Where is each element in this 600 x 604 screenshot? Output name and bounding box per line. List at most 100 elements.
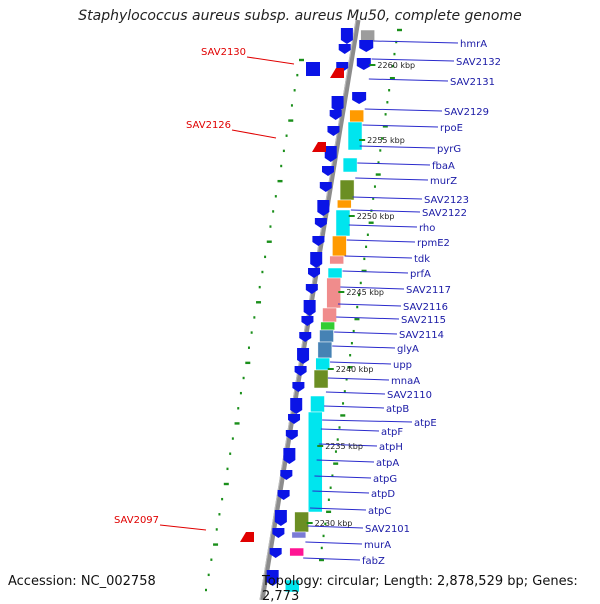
gene-label-line xyxy=(305,541,363,545)
gc-skew-tick xyxy=(384,113,387,116)
feature-layer xyxy=(205,19,402,600)
gene-arrow xyxy=(301,316,314,326)
gene-arrow xyxy=(317,200,330,216)
gc-skew-tick xyxy=(322,534,325,538)
gc-content-tick xyxy=(288,119,294,122)
gene-label: SAV2122 xyxy=(422,208,467,219)
gene-arrow xyxy=(312,236,325,246)
gene-label: rpoE xyxy=(440,123,463,134)
gc-content-tick xyxy=(266,240,272,243)
rna-label: SAV2126 xyxy=(186,120,231,131)
gc-content-tick xyxy=(258,285,261,289)
gc-skew-tick xyxy=(372,197,375,200)
gene-arrow xyxy=(321,166,334,176)
gc-skew-tick xyxy=(345,378,348,381)
gene-arrow xyxy=(352,92,367,104)
gc-skew-tick xyxy=(343,390,346,393)
gene-label-line xyxy=(368,78,449,82)
gene-label: atpD xyxy=(371,489,395,500)
gene-arrow xyxy=(280,470,293,480)
gene-label: SAV2115 xyxy=(401,315,446,326)
cog-gene-block xyxy=(310,395,325,413)
label-line-layer xyxy=(159,40,459,561)
gene-label: prfA xyxy=(410,269,431,280)
gc-skew-tick xyxy=(324,522,327,526)
cog-gene-block xyxy=(339,179,355,201)
gene-label: atpE xyxy=(414,418,437,429)
cog-gene-block xyxy=(342,157,358,173)
gc-skew-tick xyxy=(381,137,384,140)
gc-skew-tick xyxy=(356,305,359,309)
gene-label-line xyxy=(327,377,390,381)
gene-arrow xyxy=(266,570,279,586)
gene-label: atpH xyxy=(379,442,403,453)
gc-content-tick xyxy=(269,225,272,228)
gene-label: tdk xyxy=(414,254,430,265)
gc-content-tick xyxy=(245,361,251,365)
gc-content-tick xyxy=(223,482,229,486)
gene-label-line xyxy=(350,209,421,213)
gene-label: glyA xyxy=(397,344,419,355)
gc-skew-tick xyxy=(347,366,353,369)
gc-skew-tick xyxy=(333,462,339,465)
gene-label-line xyxy=(357,162,431,166)
gene-label-line xyxy=(303,557,361,561)
gene-label-line xyxy=(316,459,375,463)
gene-arrow xyxy=(305,284,318,294)
gc-skew-tick xyxy=(386,101,389,104)
gc-content-tick xyxy=(261,270,264,274)
gene-arrow xyxy=(340,28,353,44)
gene-arrow xyxy=(327,126,340,136)
cog-gene-block xyxy=(319,329,334,343)
rna-label-line xyxy=(159,524,207,531)
gene-label: atpG xyxy=(373,474,397,485)
scale-label: 2255 kbp xyxy=(367,136,405,145)
rna-label-line xyxy=(246,56,295,65)
cog-gene-block xyxy=(317,341,333,359)
gene-label: SAV2132 xyxy=(456,57,501,68)
gc-skew-tick xyxy=(320,546,323,550)
gene-arrow xyxy=(331,96,344,112)
gene-arrow xyxy=(288,414,301,424)
gene-label-line xyxy=(355,177,429,181)
gc-skew-tick xyxy=(382,125,388,128)
gene-label: murZ xyxy=(430,176,457,187)
gene-label-line xyxy=(371,58,455,62)
cog-gene-block xyxy=(285,579,300,593)
gene-label-line xyxy=(310,507,367,511)
gc-skew-tick xyxy=(350,341,353,345)
scale-label: 2245 kbp xyxy=(346,288,384,297)
cog-gene-block xyxy=(320,321,335,331)
gene-arrow xyxy=(308,268,321,278)
gc-skew-tick xyxy=(393,52,396,56)
cog-gene-block xyxy=(347,121,363,151)
gc-skew-tick xyxy=(327,498,330,501)
gene-arrow xyxy=(274,510,287,526)
gc-skew-tick xyxy=(352,329,355,333)
gene-label: pyrG xyxy=(437,144,461,155)
gc-content-tick xyxy=(282,149,285,153)
gene-label: SAV2129 xyxy=(444,107,489,118)
gene-label: SAV2110 xyxy=(387,390,432,401)
gc-content-tick xyxy=(205,588,207,592)
gc-skew-tick xyxy=(361,269,367,273)
gene-label: atpB xyxy=(386,404,409,415)
gc-content-tick xyxy=(231,437,234,440)
scale-label: 2250 kbp xyxy=(357,212,395,221)
gc-skew-tick xyxy=(326,510,332,514)
gene-label: murA xyxy=(364,540,391,551)
gc-content-tick xyxy=(296,73,299,77)
gene-label: rpmE2 xyxy=(417,238,450,249)
gc-content-tick xyxy=(277,179,283,183)
cog-gene-block xyxy=(349,109,364,123)
gc-content-tick xyxy=(207,573,210,577)
gene-arrow xyxy=(285,430,298,440)
gene-label-line xyxy=(312,490,370,494)
gene-arrow xyxy=(319,182,332,192)
gc-content-tick xyxy=(250,331,253,334)
gc-content-tick xyxy=(264,255,267,259)
gc-content-tick xyxy=(210,558,213,561)
gc-content-tick xyxy=(226,467,229,471)
gc-content-tick xyxy=(242,376,245,380)
gene-label-line xyxy=(325,391,386,395)
